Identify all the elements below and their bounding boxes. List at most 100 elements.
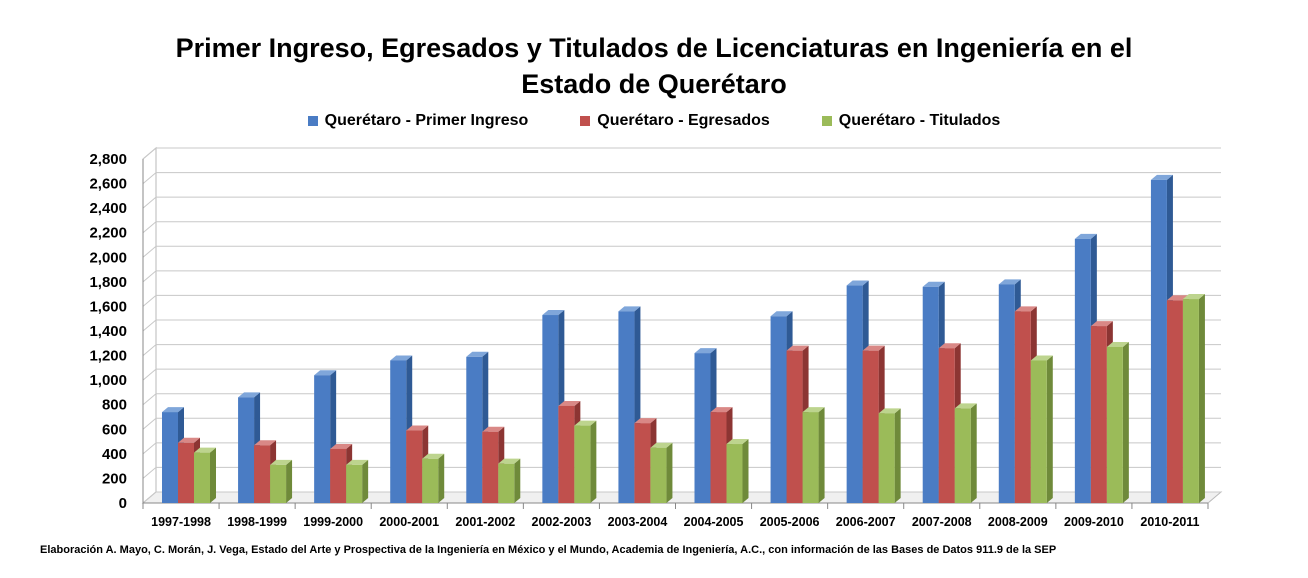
bar-front [710, 412, 727, 503]
y-tick-label: 1,400 [89, 323, 127, 340]
bar-side [590, 420, 597, 503]
bar-front [650, 447, 667, 503]
x-tick-label: 2006-2007 [836, 515, 896, 529]
bar-top [406, 425, 429, 431]
bar-top [846, 280, 869, 286]
bar-top [542, 310, 565, 316]
x-tick-label: 1999-2000 [303, 515, 363, 529]
x-tick-label: 2001-2002 [455, 515, 515, 529]
y-tick-label: 2,200 [89, 225, 127, 242]
bar-top [786, 345, 809, 351]
bar-front [1090, 326, 1107, 503]
x-tick-label: 2000-2001 [379, 515, 439, 529]
gridline [142, 147, 1221, 160]
gridline [142, 368, 1221, 381]
bar-top [346, 459, 369, 465]
bar-side [210, 447, 216, 503]
bar-front [998, 284, 1015, 503]
bar-titulados [1030, 355, 1053, 503]
bar-side [818, 407, 825, 503]
x-tick-label: 2002-2003 [532, 515, 592, 529]
x-tick-label: 2009-2010 [1064, 515, 1124, 529]
bar-titulados [726, 439, 749, 503]
y-tick-label: 200 [102, 470, 127, 487]
legend-label-titulados: Querétaro - Titulados [838, 112, 1001, 129]
bar-top [802, 407, 825, 413]
y-tick-label: 2,000 [89, 249, 127, 266]
bar-front [618, 311, 635, 503]
bar-top [938, 343, 961, 349]
bar-top [558, 400, 581, 406]
bar-side [894, 408, 901, 503]
bar-front [922, 286, 939, 503]
bar-side [438, 453, 445, 503]
bar-top [330, 443, 353, 449]
bar-titulados [422, 453, 445, 503]
y-tick-label: 0 [119, 495, 127, 512]
y-axis-labels: 0 200 400 600 800 1,000 1,200 1,400 1,600 1,800 2,… [89, 151, 127, 512]
chart-title-line-1: Primer Ingreso, Egresados y Titulados de… [175, 33, 1133, 63]
bar-front [938, 348, 955, 503]
legend-item-titulados: Querétaro - Titulados [821, 112, 1001, 130]
bar-front [1166, 300, 1183, 503]
bar-side [742, 439, 749, 503]
bar-front [558, 405, 575, 503]
bar-front [1182, 299, 1199, 503]
bar-side [362, 459, 369, 503]
bar-front [786, 350, 803, 503]
bar-top [922, 281, 945, 287]
bar-side [970, 403, 977, 503]
bar-front [542, 315, 559, 503]
bar-front [1030, 360, 1047, 503]
y-tick-label: 2,400 [89, 200, 127, 217]
bar-front [954, 408, 971, 503]
bar-titulados [1182, 294, 1205, 503]
bar-top [694, 348, 717, 354]
bar-top [1106, 341, 1129, 347]
bar-titulados [574, 420, 597, 503]
bar-front [498, 463, 515, 503]
gridline [142, 172, 1221, 184]
bar-front [422, 458, 439, 503]
bar-top [390, 355, 413, 361]
bar-front [254, 445, 271, 503]
bar-front [238, 397, 255, 503]
bar-top [498, 458, 521, 464]
bar-top [1014, 306, 1037, 312]
bar-top [422, 453, 445, 459]
y-tick-label: 600 [102, 421, 127, 438]
bar-top [162, 407, 184, 413]
legend-label-egresados: Querétaro - Egresados [597, 112, 770, 129]
gridline [142, 270, 1221, 283]
bar-top [726, 439, 749, 445]
bar-top [254, 440, 277, 446]
bar-front [634, 423, 651, 503]
bar-front [1150, 179, 1167, 503]
bar-top [194, 447, 216, 453]
bar-top [1182, 294, 1205, 300]
bars-layer [162, 174, 1205, 503]
bar-front [270, 464, 287, 503]
chart-title-line-2: Estado de Querétaro [521, 69, 787, 99]
bar-top [650, 442, 673, 448]
y-tick-label: 1,800 [89, 274, 127, 291]
bar-titulados [1106, 341, 1129, 503]
bar-front [770, 316, 787, 503]
bar-front [482, 431, 499, 503]
bar-top [482, 426, 505, 432]
x-tick-label: 2007-2008 [912, 515, 972, 529]
chart-title: Primer Ingreso, Egresados y Titulados de… [0, 30, 1308, 102]
y-tick-label: 1,600 [89, 298, 127, 315]
bar-front [346, 464, 363, 503]
bar-top [574, 420, 597, 426]
y-tick-label: 1,000 [89, 372, 127, 389]
legend-label-primer-ingreso: Querétaro - Primer Ingreso [324, 112, 529, 129]
bar-top [998, 279, 1021, 285]
legend: Querétaro - Primer Ingreso Querétaro - E… [0, 112, 1308, 130]
gridline [142, 294, 1221, 307]
bar-front [878, 413, 895, 503]
bar-top [466, 351, 489, 357]
bar-side [514, 458, 521, 503]
legend-item-primer-ingreso: Querétaro - Primer Ingreso [307, 112, 529, 130]
bar-titulados [650, 442, 673, 503]
